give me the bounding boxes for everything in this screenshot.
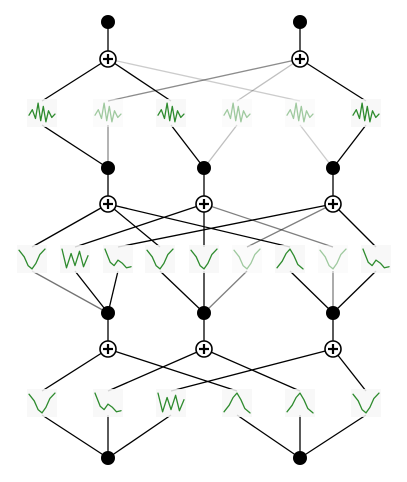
edge-activation-to-node	[159, 270, 205, 314]
neuron-node	[326, 161, 340, 175]
activation-curve-icon	[286, 392, 314, 414]
activation-curve-icon	[286, 102, 314, 123]
activation-curve-icon	[28, 102, 56, 123]
activation-layer	[17, 99, 391, 417]
edge-activation-to-node	[41, 414, 109, 459]
edge-activation-to-node	[332, 270, 377, 314]
sum-node	[99, 340, 117, 358]
edge-sum-to-activation	[107, 348, 205, 392]
neuron-node	[293, 451, 307, 465]
edge-sum-to-activation	[332, 203, 377, 248]
edge-sum-to-activation	[117, 203, 334, 248]
activation-curve-icon	[94, 102, 122, 123]
activation-curve-icon	[223, 392, 251, 414]
activation-curve-icon	[157, 102, 185, 123]
edge-sum-to-activation	[107, 58, 301, 102]
edge-layer	[31, 22, 377, 459]
activation-box	[285, 99, 315, 127]
neuron-node	[293, 15, 307, 29]
neuron-node	[101, 306, 115, 320]
edge-activation-to-node	[107, 270, 119, 314]
edge-activation-to-node	[289, 270, 334, 314]
edge-activation-to-node	[74, 270, 109, 314]
activation-box	[103, 245, 133, 273]
activation-curve-icon	[319, 248, 347, 270]
activation-curve-icon	[233, 248, 261, 270]
activation-curve-icon	[18, 248, 46, 270]
activation-curve-icon	[352, 392, 380, 414]
sum-node	[99, 195, 117, 213]
activation-box	[93, 99, 123, 127]
edge-sum-to-activation	[31, 203, 109, 248]
sum-node	[324, 340, 342, 358]
neuron-node	[197, 306, 211, 320]
activation-curve-icon	[352, 102, 380, 123]
edge-activation-to-node	[107, 414, 172, 459]
activation-box	[93, 389, 123, 417]
neuron-node	[101, 161, 115, 175]
node-layer	[101, 15, 340, 465]
activation-curve-icon	[276, 248, 304, 270]
edge-activation-to-node	[41, 124, 109, 169]
edge-sum-to-activation	[107, 203, 291, 248]
sum-layer	[99, 50, 342, 358]
activation-box	[318, 245, 348, 273]
activation-box	[222, 99, 252, 127]
edge-sum-to-activation	[41, 58, 109, 102]
edge-activation-to-node	[203, 124, 238, 169]
neuron-node	[101, 451, 115, 465]
sum-node	[99, 50, 117, 68]
activation-curve-icon	[61, 248, 89, 269]
activation-curve-icon	[362, 248, 390, 269]
edge-sum-to-activation	[203, 203, 334, 248]
edge-activation-to-node	[236, 414, 301, 459]
edge-sum-to-activation	[170, 348, 334, 392]
neuron-node	[326, 306, 340, 320]
activation-curve-icon	[28, 392, 56, 414]
activation-curve-icon	[104, 248, 132, 269]
edge-sum-to-activation	[107, 58, 172, 102]
edge-activation-to-node	[299, 414, 367, 459]
activation-box	[232, 245, 262, 273]
edge-sum-to-activation	[299, 58, 367, 102]
edge-activation-to-node	[299, 124, 334, 169]
edge-activation-to-node	[31, 270, 109, 314]
edge-sum-to-activation	[41, 348, 109, 392]
sum-node	[195, 195, 213, 213]
edge-sum-to-activation	[107, 58, 301, 102]
edge-sum-to-activation	[332, 348, 367, 392]
edge-activation-to-node	[203, 270, 248, 314]
edge-sum-to-activation	[74, 203, 205, 248]
sum-node	[291, 50, 309, 68]
activation-curve-icon	[157, 392, 185, 413]
neuron-node	[197, 161, 211, 175]
activation-curve-icon	[223, 102, 251, 123]
sum-node	[195, 340, 213, 358]
sum-node	[324, 195, 342, 213]
activation-curve-icon	[94, 392, 122, 413]
activation-curve-icon	[146, 248, 174, 270]
neuron-node	[101, 15, 115, 29]
edge-sum-to-activation	[107, 348, 238, 392]
edge-sum-to-activation	[246, 203, 334, 248]
edge-activation-to-node	[170, 124, 205, 169]
edge-sum-to-activation	[236, 58, 301, 102]
activation-curve-icon	[190, 248, 218, 270]
edge-activation-to-node	[332, 124, 367, 169]
activation-box	[361, 245, 391, 273]
